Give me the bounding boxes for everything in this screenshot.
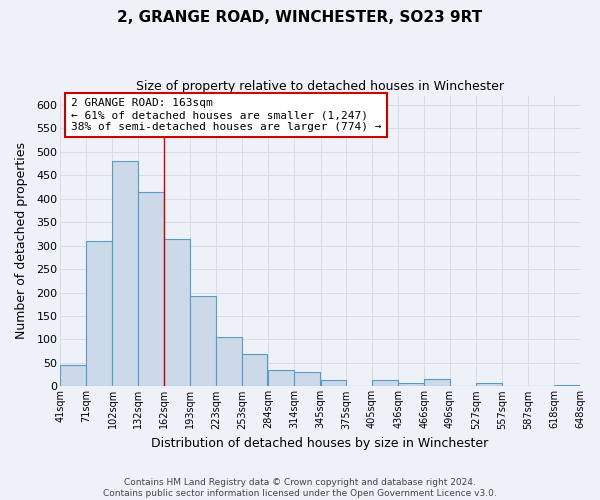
Text: 2 GRANGE ROAD: 163sqm
← 61% of detached houses are smaller (1,247)
38% of semi-d: 2 GRANGE ROAD: 163sqm ← 61% of detached … — [71, 98, 381, 132]
Bar — [216, 337, 242, 386]
Bar — [398, 382, 424, 386]
Bar — [164, 238, 190, 386]
Bar — [476, 382, 502, 386]
Bar — [424, 380, 450, 386]
Bar — [112, 161, 138, 386]
Bar — [190, 296, 216, 386]
Bar — [372, 380, 398, 386]
Bar — [242, 354, 268, 386]
X-axis label: Distribution of detached houses by size in Winchester: Distribution of detached houses by size … — [151, 437, 489, 450]
Bar — [60, 365, 86, 386]
Text: Contains HM Land Registry data © Crown copyright and database right 2024.
Contai: Contains HM Land Registry data © Crown c… — [103, 478, 497, 498]
Bar — [294, 372, 320, 386]
Bar — [138, 192, 164, 386]
Y-axis label: Number of detached properties: Number of detached properties — [15, 142, 28, 340]
Bar — [320, 380, 346, 386]
Bar — [268, 370, 294, 386]
Text: 2, GRANGE ROAD, WINCHESTER, SO23 9RT: 2, GRANGE ROAD, WINCHESTER, SO23 9RT — [118, 10, 482, 25]
Title: Size of property relative to detached houses in Winchester: Size of property relative to detached ho… — [136, 80, 504, 93]
Bar — [86, 241, 112, 386]
